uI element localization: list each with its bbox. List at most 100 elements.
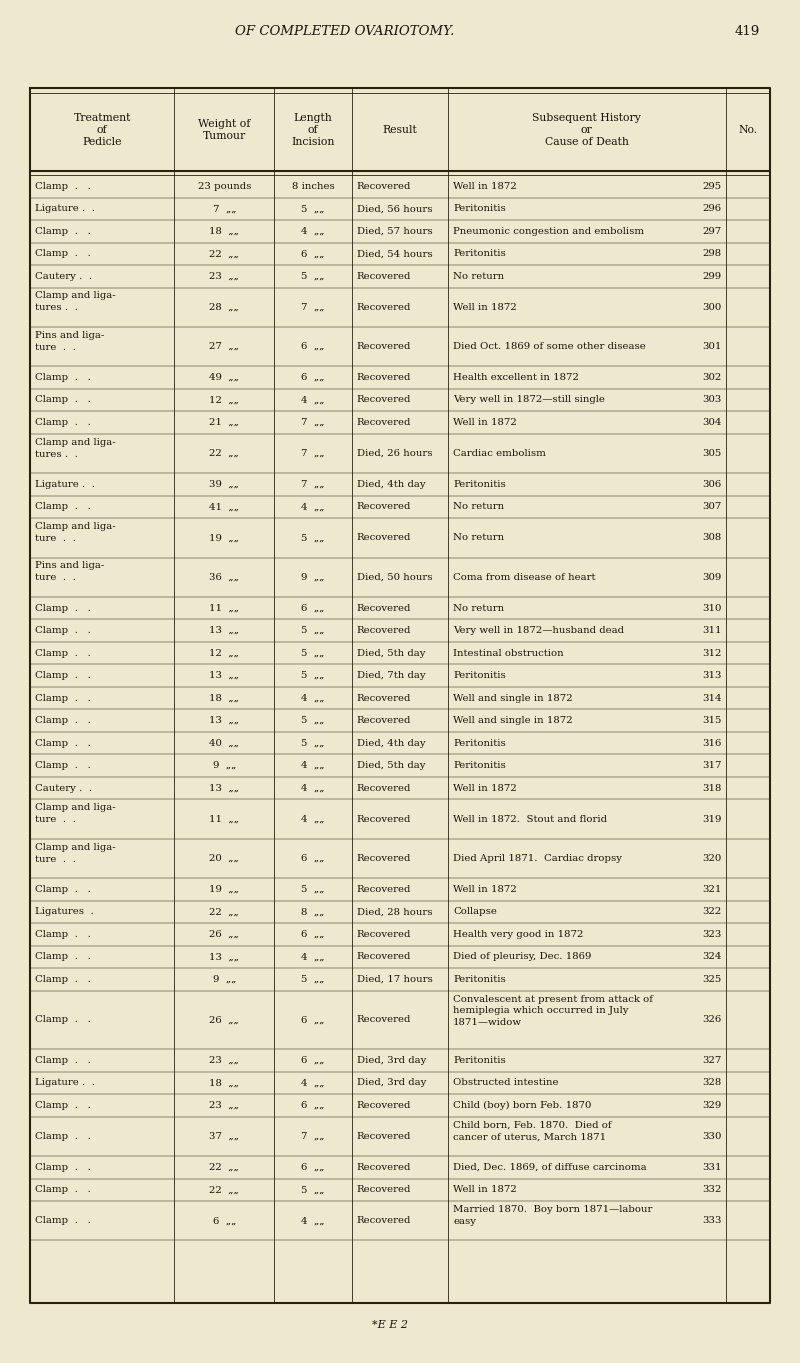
Text: Recovered: Recovered: [357, 1101, 411, 1109]
Text: Recovered: Recovered: [357, 503, 411, 511]
Text: 26  „„: 26 „„: [210, 1015, 239, 1025]
Text: Ligature .  .: Ligature . .: [35, 1078, 95, 1088]
Text: Clamp  .   .: Clamp . .: [35, 503, 91, 511]
Text: 23  „„: 23 „„: [210, 1101, 239, 1109]
Text: Recovered: Recovered: [357, 1015, 411, 1025]
Text: 6  „„: 6 „„: [213, 1216, 236, 1225]
Text: 6  „„: 6 „„: [302, 249, 325, 258]
Text: Well in 1872: Well in 1872: [453, 181, 517, 191]
Text: Recovered: Recovered: [357, 181, 411, 191]
Text: OF COMPLETED OVARIOTOMY.: OF COMPLETED OVARIOTOMY.: [235, 25, 454, 38]
Text: 332: 332: [702, 1186, 722, 1194]
Text: 321: 321: [702, 885, 722, 894]
Text: Pins and liga-
ture  .  .: Pins and liga- ture . .: [35, 331, 104, 352]
Text: Clamp  .   .: Clamp . .: [35, 181, 91, 191]
Text: Well in 1872.  Stout and florid: Well in 1872. Stout and florid: [453, 815, 607, 823]
Text: 322: 322: [702, 908, 722, 916]
Text: Clamp  .   .: Clamp . .: [35, 1131, 91, 1141]
Text: 22  „„: 22 „„: [210, 448, 239, 458]
Text: 6  „„: 6 „„: [302, 1101, 325, 1109]
Text: 28  „„: 28 „„: [210, 303, 239, 312]
Text: 5  „„: 5 „„: [302, 1186, 325, 1194]
Text: Married 1870.  Boy born 1871—labour
easy: Married 1870. Boy born 1871—labour easy: [453, 1205, 653, 1225]
Text: Clamp  .   .: Clamp . .: [35, 761, 91, 770]
Text: Died, 57 hours: Died, 57 hours: [357, 226, 433, 236]
Text: 5  „„: 5 „„: [302, 626, 325, 635]
Text: 311: 311: [702, 626, 722, 635]
Text: 310: 310: [702, 604, 722, 612]
Text: 5  „„: 5 „„: [302, 533, 325, 542]
Text: Coma from disease of heart: Coma from disease of heart: [453, 572, 595, 582]
Text: 19  „„: 19 „„: [210, 885, 239, 894]
Text: Well in 1872: Well in 1872: [453, 303, 517, 312]
Text: 306: 306: [702, 480, 722, 489]
Text: Clamp  .   .: Clamp . .: [35, 1186, 91, 1194]
Text: Well in 1872: Well in 1872: [453, 418, 517, 427]
Text: Recovered: Recovered: [357, 815, 411, 823]
Text: Length
of
Incision: Length of Incision: [291, 113, 334, 147]
Text: 319: 319: [702, 815, 722, 823]
Text: 298: 298: [702, 249, 722, 258]
Text: Health very good in 1872: Health very good in 1872: [453, 930, 583, 939]
Text: 4  „„: 4 „„: [302, 694, 325, 702]
Text: 11  „„: 11 „„: [210, 815, 239, 823]
Text: 6  „„: 6 „„: [302, 342, 325, 352]
Text: 12  „„: 12 „„: [210, 649, 239, 657]
Text: 22  „„: 22 „„: [210, 249, 239, 258]
Text: Recovered: Recovered: [357, 694, 411, 702]
Text: 26  „„: 26 „„: [210, 930, 239, 939]
Text: Clamp  .   .: Clamp . .: [35, 395, 91, 405]
Text: Well and single in 1872: Well and single in 1872: [453, 716, 573, 725]
Text: Clamp and liga-
ture  .  .: Clamp and liga- ture . .: [35, 803, 116, 825]
Text: Clamp  .   .: Clamp . .: [35, 1101, 91, 1109]
Text: 5  „„: 5 „„: [302, 271, 325, 281]
Text: 312: 312: [702, 649, 722, 657]
Text: 330: 330: [702, 1131, 722, 1141]
Text: Died, 17 hours: Died, 17 hours: [357, 975, 433, 984]
Text: 316: 316: [702, 739, 722, 748]
Text: 7  „„: 7 „„: [302, 418, 325, 427]
Text: Very well in 1872—husband dead: Very well in 1872—husband dead: [453, 626, 624, 635]
Text: Recovered: Recovered: [357, 1186, 411, 1194]
Text: Peritonitis: Peritonitis: [453, 739, 506, 748]
Text: Clamp  .   .: Clamp . .: [35, 671, 91, 680]
Text: 37  „„: 37 „„: [210, 1131, 239, 1141]
Text: 419: 419: [735, 25, 760, 38]
Text: Recovered: Recovered: [357, 1216, 411, 1225]
Text: 295: 295: [702, 181, 722, 191]
Text: Recovered: Recovered: [357, 342, 411, 352]
Text: 11  „„: 11 „„: [210, 604, 239, 612]
Text: 19  „„: 19 „„: [210, 533, 239, 542]
Text: 305: 305: [702, 448, 722, 458]
Text: 5  „„: 5 „„: [302, 885, 325, 894]
Text: Clamp  .   .: Clamp . .: [35, 249, 91, 258]
Text: Clamp  .   .: Clamp . .: [35, 604, 91, 612]
Text: 6  „„: 6 „„: [302, 1056, 325, 1065]
Text: 320: 320: [702, 855, 722, 863]
Text: 299: 299: [702, 271, 722, 281]
Text: Recovered: Recovered: [357, 626, 411, 635]
Text: 20  „„: 20 „„: [210, 855, 239, 863]
Text: 4  „„: 4 „„: [302, 1216, 325, 1225]
Text: 333: 333: [702, 1216, 722, 1225]
Text: 314: 314: [702, 694, 722, 702]
Text: 324: 324: [702, 953, 722, 961]
Text: Intestinal obstruction: Intestinal obstruction: [453, 649, 564, 657]
Text: 329: 329: [702, 1101, 722, 1109]
Text: 328: 328: [702, 1078, 722, 1088]
Text: 331: 331: [702, 1163, 722, 1172]
Text: 327: 327: [702, 1056, 722, 1065]
Text: 315: 315: [702, 716, 722, 725]
Text: 39  „„: 39 „„: [210, 480, 239, 489]
Text: Died, 4th day: Died, 4th day: [357, 480, 426, 489]
Text: Recovered: Recovered: [357, 271, 411, 281]
Text: Peritonitis: Peritonitis: [453, 249, 506, 258]
Text: 4  „„: 4 „„: [302, 1078, 325, 1088]
Text: Died, 5th day: Died, 5th day: [357, 761, 426, 770]
Text: Clamp  .   .: Clamp . .: [35, 739, 91, 748]
Text: 296: 296: [702, 204, 722, 213]
Text: Child born, Feb. 1870.  Died of
cancer of uterus, March 1871: Child born, Feb. 1870. Died of cancer of…: [453, 1120, 612, 1141]
Text: Recovered: Recovered: [357, 716, 411, 725]
Text: 9  „„: 9 „„: [213, 761, 236, 770]
Text: 4  „„: 4 „„: [302, 503, 325, 511]
